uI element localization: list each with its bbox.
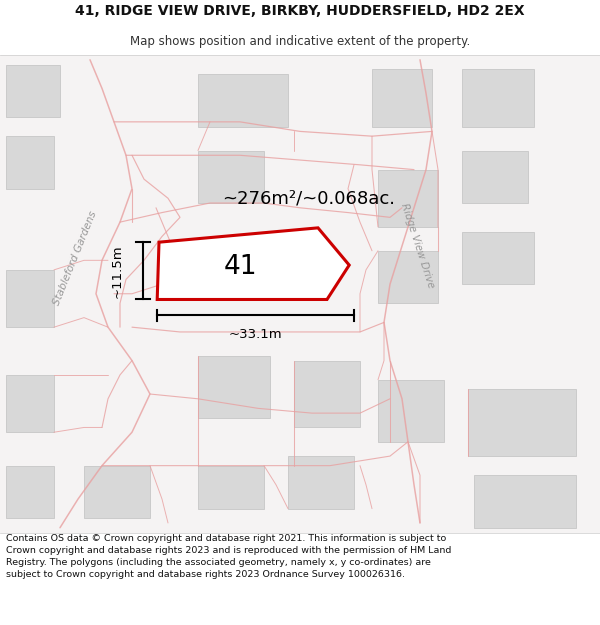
- Text: ~33.1m: ~33.1m: [229, 328, 283, 341]
- Polygon shape: [294, 361, 360, 428]
- Polygon shape: [198, 466, 264, 509]
- Polygon shape: [462, 232, 534, 284]
- Polygon shape: [462, 69, 534, 127]
- Text: Map shows position and indicative extent of the property.: Map shows position and indicative extent…: [130, 35, 470, 48]
- Polygon shape: [6, 466, 54, 518]
- Polygon shape: [288, 456, 354, 509]
- Polygon shape: [378, 169, 438, 227]
- Polygon shape: [6, 136, 54, 189]
- Polygon shape: [6, 64, 60, 117]
- Text: Contains OS data © Crown copyright and database right 2021. This information is : Contains OS data © Crown copyright and d…: [6, 534, 451, 579]
- Polygon shape: [198, 74, 288, 127]
- Text: 41, RIDGE VIEW DRIVE, BIRKBY, HUDDERSFIELD, HD2 2EX: 41, RIDGE VIEW DRIVE, BIRKBY, HUDDERSFIE…: [75, 4, 525, 18]
- Polygon shape: [378, 251, 438, 303]
- Polygon shape: [198, 151, 264, 203]
- Text: Ridge View Drive: Ridge View Drive: [398, 202, 436, 290]
- Text: 41: 41: [223, 254, 257, 281]
- Text: ~276m²/~0.068ac.: ~276m²/~0.068ac.: [222, 189, 395, 208]
- Polygon shape: [6, 375, 54, 432]
- Polygon shape: [157, 228, 349, 299]
- Polygon shape: [462, 151, 528, 203]
- Polygon shape: [378, 380, 444, 442]
- Polygon shape: [6, 270, 54, 327]
- Polygon shape: [372, 69, 432, 127]
- Polygon shape: [474, 475, 576, 528]
- Text: ~11.5m: ~11.5m: [111, 244, 124, 298]
- Text: Stableford Gardens: Stableford Gardens: [52, 209, 98, 306]
- Polygon shape: [84, 466, 150, 518]
- Polygon shape: [468, 389, 576, 456]
- Polygon shape: [198, 356, 270, 418]
